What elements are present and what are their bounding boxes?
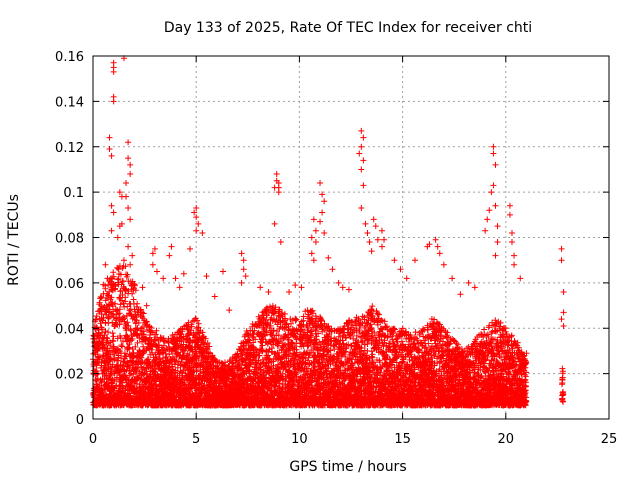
- data-point: [112, 283, 119, 290]
- data-point: [97, 293, 104, 300]
- data-point: [121, 368, 128, 375]
- data-point: [110, 355, 117, 362]
- data-point: [99, 326, 106, 333]
- data-point: [293, 316, 300, 323]
- data-point: [125, 322, 132, 329]
- data-point: [149, 349, 156, 356]
- data-point: [93, 313, 100, 320]
- data-point: [160, 342, 167, 349]
- data-point: [126, 344, 133, 351]
- data-point: [110, 269, 117, 276]
- data-point: [98, 362, 105, 369]
- data-point: [108, 279, 115, 286]
- data-point: [140, 310, 147, 317]
- data-point: [135, 319, 142, 326]
- data-point: [119, 343, 126, 350]
- data-point: [98, 294, 105, 301]
- data-point: [166, 351, 173, 358]
- data-point: [109, 330, 116, 337]
- data-point: [105, 329, 112, 336]
- data-point: [122, 294, 129, 301]
- data-point: [98, 379, 105, 386]
- data-point: [128, 337, 135, 344]
- data-point: [102, 372, 109, 379]
- data-point: [96, 299, 103, 306]
- data-point: [154, 372, 161, 379]
- data-point: [160, 335, 167, 342]
- data-point: [100, 304, 107, 311]
- data-points: [90, 55, 567, 409]
- data-point: [138, 354, 145, 361]
- data-point: [102, 319, 109, 326]
- data-point: [117, 388, 124, 395]
- data-point: [127, 326, 134, 333]
- data-point: [140, 350, 147, 357]
- data-point: [151, 368, 158, 375]
- data-point: [102, 285, 109, 292]
- data-point: [109, 364, 116, 371]
- data-point: [152, 331, 159, 338]
- data-point: [161, 347, 168, 354]
- data-point: [153, 327, 160, 334]
- data-point: [105, 292, 112, 299]
- data-point: [148, 324, 155, 331]
- data-point: [116, 321, 123, 328]
- data-point: [105, 281, 112, 288]
- data-point: [143, 318, 150, 325]
- data-point: [123, 327, 130, 334]
- data-point: [108, 294, 115, 301]
- data-point: [120, 278, 127, 285]
- data-point: [132, 287, 139, 294]
- data-point: [126, 307, 133, 314]
- data-point: [124, 271, 131, 278]
- data-point: [157, 336, 164, 343]
- data-point: [118, 342, 125, 349]
- data-point: [116, 306, 123, 313]
- data-point: [112, 300, 119, 307]
- data-point: [110, 333, 117, 340]
- data-point: [121, 350, 128, 357]
- data-point: [127, 311, 134, 318]
- data-point: [137, 306, 144, 313]
- data-point: [106, 306, 113, 313]
- data-point: [131, 282, 138, 289]
- data-point: [117, 271, 124, 278]
- data-point: [119, 291, 126, 298]
- data-point: [103, 334, 110, 341]
- data-point: [97, 295, 104, 302]
- data-point: [109, 319, 116, 326]
- data-point: [98, 311, 105, 318]
- data-point: [108, 379, 115, 386]
- data-point: [122, 263, 129, 270]
- data-point: [110, 273, 117, 280]
- data-point: [124, 319, 131, 326]
- data-point: [129, 290, 136, 297]
- data-point: [137, 376, 144, 383]
- data-point: [156, 356, 163, 363]
- data-point: [94, 359, 101, 366]
- data-point: [139, 383, 146, 390]
- data-point: [134, 339, 141, 346]
- data-point: [129, 335, 136, 342]
- data-point: [152, 351, 159, 358]
- data-point: [134, 300, 141, 307]
- data-point: [156, 350, 163, 357]
- data-point: [102, 328, 109, 335]
- data-point: [111, 350, 118, 357]
- data-point: [115, 357, 122, 364]
- data-point: [109, 299, 116, 306]
- data-point: [93, 316, 100, 323]
- data-point: [161, 338, 168, 345]
- data-point: [132, 343, 139, 350]
- data-point: [117, 301, 124, 308]
- data-point: [105, 309, 112, 316]
